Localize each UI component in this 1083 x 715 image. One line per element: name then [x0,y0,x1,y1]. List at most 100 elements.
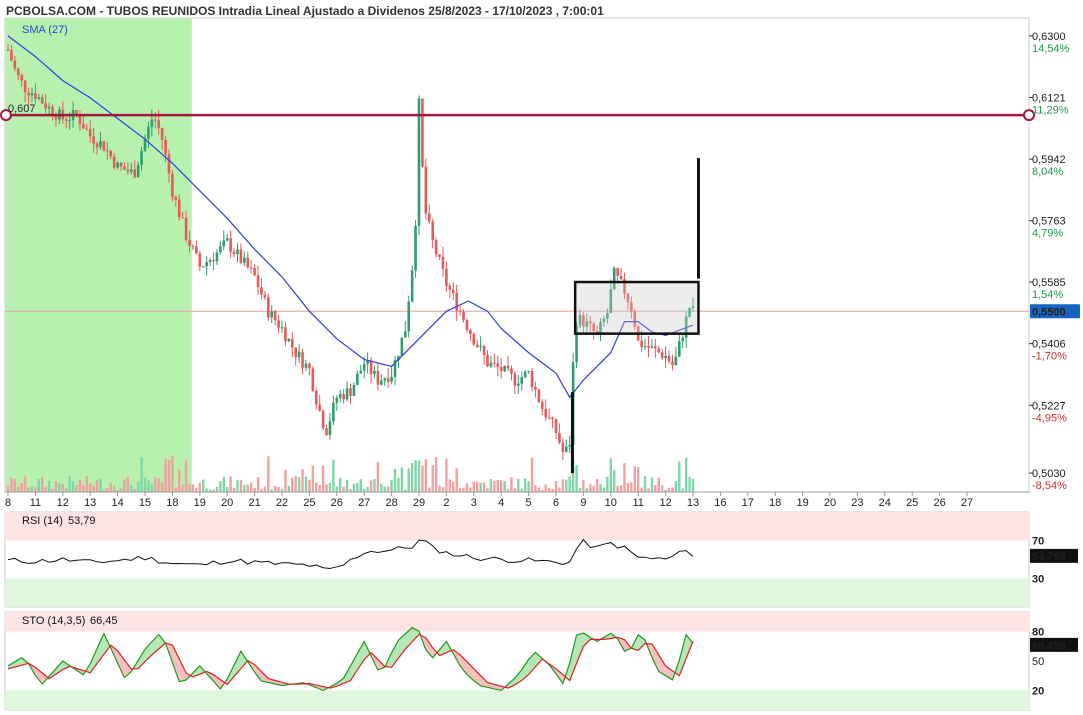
volume-bar [150,484,154,492]
volume-bar [496,479,499,492]
price-tick-pct: 14,54% [1032,43,1070,55]
volume-bar [202,479,205,492]
candle-body [356,373,359,385]
volume-bar [277,486,280,492]
sto-fill-segment [576,633,584,664]
volume-bar [369,480,373,492]
candle-body [671,361,674,365]
candle-body [588,321,592,324]
volume-bar [383,486,386,492]
volume-bar [578,487,582,492]
candle-body [260,287,263,295]
date-tick-label: 9 [580,497,586,509]
candle-body [534,387,537,390]
volume-bar [332,459,335,492]
candle-body [352,384,356,396]
candle-body [160,128,164,140]
volume-bar [592,485,595,492]
candle-body [582,315,585,327]
candle-body [654,346,657,349]
price-tick-pct: 1,54% [1032,289,1063,301]
candle-body [623,279,626,294]
date-tick-label: 6 [553,497,559,509]
volume-bar [222,476,225,492]
candle-body [263,294,267,298]
candle-body [602,318,606,322]
volume-bar [657,477,660,492]
volume-bar [506,489,510,492]
candle-body [311,368,315,391]
volume-bar [51,488,54,492]
sto-fill-segment [556,668,563,684]
volume-bar [267,456,270,492]
sto-current-tag: 66,459 [1030,637,1078,652]
price-tick-label: 0,5942 [1032,154,1066,166]
volume-bar [85,476,88,492]
volume-bar [575,465,578,492]
candle-body [643,346,647,348]
volume-bar [284,469,287,492]
candle-body [380,380,383,385]
sto-level-label: 20 [1032,685,1044,697]
svg-text:0,5500: 0,5500 [1032,306,1066,318]
candle-body [13,60,17,69]
volume-bar [386,486,390,492]
candle-body [431,221,434,241]
candle-body [376,370,380,385]
candle-body [660,352,664,359]
volume-bar [263,486,267,492]
candle-body [126,169,130,172]
volume-bar [311,465,315,492]
candle-body [369,360,373,375]
volume-bar [41,477,44,492]
candle-body [267,297,270,318]
sto-fill-segment [145,641,152,662]
current-price-tag: 0,5500 [1030,304,1080,319]
sto-fill-segment [343,665,351,684]
candle-body [318,404,321,411]
volume-bar [571,459,575,492]
candle-body [325,428,328,435]
volume-bar [318,485,321,492]
candle-body [68,119,71,121]
date-tick-label: 27 [961,497,973,509]
volume-bar [455,468,458,492]
date-tick-label: 18 [166,497,178,509]
volume-bar [181,484,184,492]
candle-body [366,360,369,364]
volume-bar [589,484,592,492]
sma-line [7,35,694,399]
candle-body [585,321,589,327]
date-tick-label: 13 [84,497,96,509]
sto-k-line [7,626,694,692]
candle-body [674,356,678,365]
price-tick-label: 0,5030 [1032,468,1066,480]
volume-bar [44,486,47,492]
volume-bar [23,476,27,492]
candle-body [506,365,510,369]
volume-bar [215,486,219,492]
volume-bar [154,477,157,492]
candle-body [277,320,280,328]
candle-body [547,417,551,419]
candle-body [246,257,250,268]
candle-body [462,311,465,321]
green-zone [5,18,192,492]
resistance-right-marker [1023,109,1035,122]
volume-bar [527,481,530,492]
candle-body [249,267,253,269]
volume-bar [126,476,130,492]
date-tick-label: 5 [526,497,532,509]
volume-bar [191,484,195,492]
candle-body [345,388,349,400]
volume-bar [650,477,654,492]
sto-fill-segment [521,659,529,681]
volume-bar [219,481,222,492]
candle-body [510,368,513,374]
volume-bar [373,478,376,492]
date-tick-label: 20 [221,497,233,509]
date-tick-label: 14 [111,497,123,509]
date-tick-label: 3 [471,497,477,509]
volume-bar [397,477,400,492]
volume-bar [236,480,239,492]
